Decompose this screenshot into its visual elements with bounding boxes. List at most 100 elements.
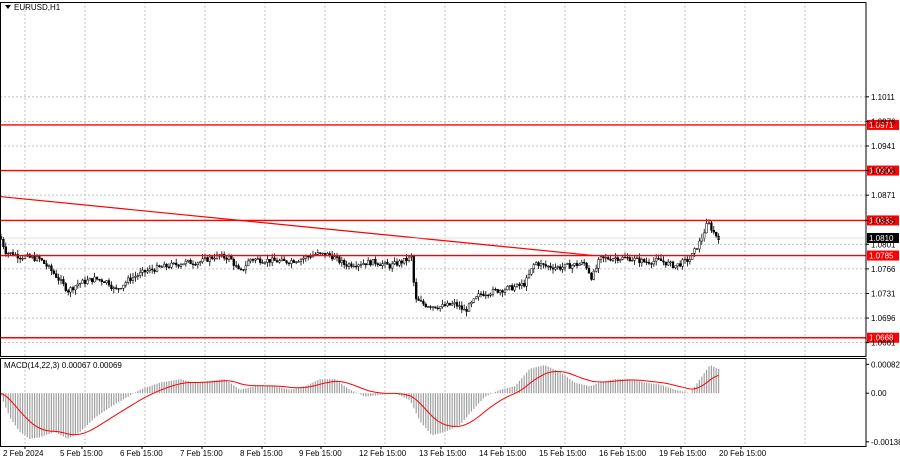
candle-body xyxy=(215,254,219,259)
candle-body xyxy=(278,260,281,263)
candle-body xyxy=(55,273,58,278)
candle-body xyxy=(206,257,209,262)
candle-body xyxy=(321,252,324,255)
candle xyxy=(67,288,70,296)
candle xyxy=(263,260,267,265)
candle xyxy=(182,263,185,266)
candle xyxy=(350,261,353,269)
candle xyxy=(16,249,19,263)
candle xyxy=(134,271,137,282)
candle-body xyxy=(95,276,99,280)
candle-body xyxy=(487,294,490,297)
candle-body xyxy=(491,288,495,295)
candle-body xyxy=(52,270,55,274)
level-label: 1.0906 xyxy=(869,167,894,176)
candle-body xyxy=(671,261,675,269)
candle xyxy=(475,296,478,300)
candle xyxy=(479,291,483,298)
candle-body xyxy=(676,263,679,267)
candle-body xyxy=(177,264,180,267)
candle xyxy=(371,259,375,266)
y-tick-label: 1.0976 xyxy=(871,117,896,126)
candle xyxy=(458,301,461,310)
candle-body xyxy=(91,278,94,283)
candle-body xyxy=(69,287,72,293)
candle xyxy=(571,263,574,274)
candle-body xyxy=(302,257,305,260)
candle-body xyxy=(511,285,514,291)
y-tick-label: 1.0801 xyxy=(871,240,896,249)
candle xyxy=(249,258,252,264)
candle xyxy=(297,259,300,263)
candle-body xyxy=(695,248,699,250)
candle xyxy=(583,258,586,266)
candle xyxy=(559,264,562,272)
candle xyxy=(431,306,435,311)
candle xyxy=(203,253,207,261)
candle-body xyxy=(93,276,96,283)
candle xyxy=(50,263,53,275)
candle xyxy=(165,263,168,271)
candle-body xyxy=(604,257,607,259)
candle-body xyxy=(316,252,319,255)
candle xyxy=(285,260,288,265)
candle-body xyxy=(429,306,432,308)
candle-body xyxy=(451,303,454,306)
candle-body xyxy=(244,265,247,271)
candle-body xyxy=(62,279,65,284)
candle-body xyxy=(122,284,125,289)
candle-body xyxy=(201,258,204,263)
candle xyxy=(467,302,471,312)
candle xyxy=(578,262,581,266)
candle-body xyxy=(292,260,295,263)
candle-body xyxy=(23,255,27,259)
candle xyxy=(369,259,372,267)
candle-body xyxy=(187,259,190,262)
candle-body xyxy=(578,263,581,266)
candle xyxy=(698,237,701,253)
candle xyxy=(251,258,255,263)
candle-body xyxy=(160,266,163,268)
candle-body xyxy=(239,268,243,270)
candle xyxy=(398,259,401,268)
candle xyxy=(232,257,235,271)
price-panel-frame xyxy=(0,2,867,357)
candle xyxy=(86,275,89,285)
candle-body xyxy=(119,287,123,290)
candle xyxy=(160,265,163,268)
candle xyxy=(136,273,139,280)
candle-body xyxy=(76,283,79,287)
candle-body xyxy=(88,278,91,281)
candle xyxy=(88,277,91,281)
candle xyxy=(184,258,187,267)
candle xyxy=(575,260,579,269)
y-tick-label: 1.0661 xyxy=(871,339,896,348)
candle xyxy=(62,276,65,287)
candle xyxy=(143,269,147,277)
candle-body xyxy=(638,257,641,264)
candle-body xyxy=(388,264,391,269)
candle xyxy=(422,298,425,306)
trend-line xyxy=(0,195,595,257)
candle xyxy=(439,306,442,312)
candle-body xyxy=(136,275,139,277)
candle-body xyxy=(479,293,483,295)
candle xyxy=(4,242,7,257)
candle-body xyxy=(259,258,262,263)
candle xyxy=(95,276,99,281)
candle-body xyxy=(537,262,540,267)
level-label: 1.0835 xyxy=(869,216,894,225)
candle-body xyxy=(352,265,355,268)
candle-body xyxy=(607,257,610,260)
candle xyxy=(124,280,127,288)
candle-body xyxy=(470,301,473,305)
candle xyxy=(117,288,120,293)
candle xyxy=(395,258,399,267)
candle-body xyxy=(134,276,137,278)
candle xyxy=(239,267,243,271)
candle-body xyxy=(254,258,257,261)
candle xyxy=(74,285,77,295)
candle-body xyxy=(602,256,605,259)
candle-body xyxy=(472,298,475,303)
candle-body xyxy=(595,267,598,272)
